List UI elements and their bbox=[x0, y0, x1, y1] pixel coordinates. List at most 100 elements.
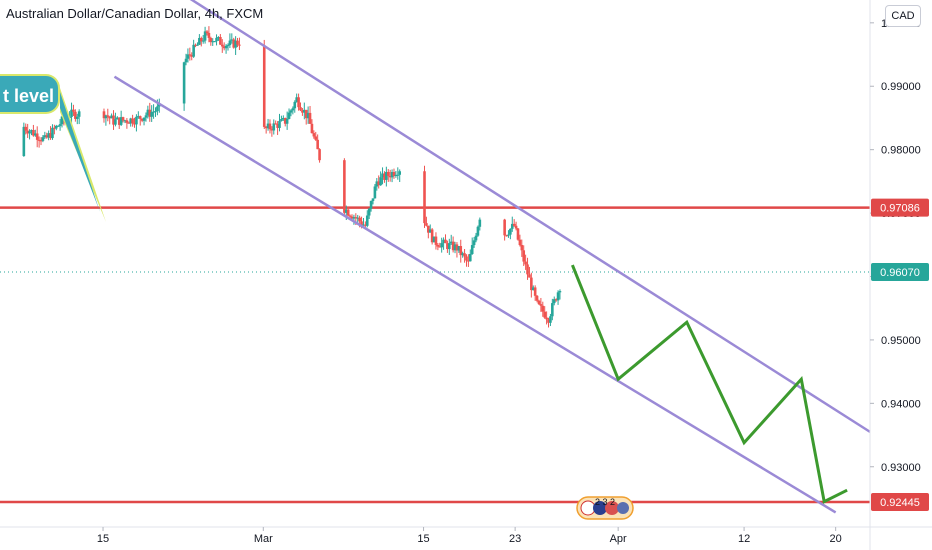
candle-body bbox=[201, 40, 205, 42]
candle-body bbox=[291, 108, 295, 111]
candle-body bbox=[56, 125, 60, 127]
candle-body bbox=[295, 97, 298, 102]
candle-body bbox=[516, 228, 520, 240]
candle-body bbox=[32, 130, 35, 136]
candle-body bbox=[194, 44, 197, 46]
candle-body bbox=[270, 129, 274, 131]
candle-body bbox=[507, 234, 510, 236]
candle-body bbox=[388, 175, 392, 178]
candle-body bbox=[262, 45, 266, 127]
candle-body bbox=[192, 44, 195, 57]
candle-body bbox=[442, 239, 445, 244]
x-tick-label: 15 bbox=[97, 533, 109, 545]
projection-path[interactable] bbox=[571, 264, 848, 504]
candle-body bbox=[350, 216, 354, 219]
candle-body bbox=[268, 123, 272, 130]
candle-body bbox=[386, 171, 390, 176]
candle-body bbox=[28, 131, 31, 134]
y-tick-label: 0.99000 bbox=[881, 81, 921, 93]
flag-icon bbox=[605, 501, 619, 515]
candle-body bbox=[102, 111, 106, 119]
candle-body bbox=[385, 171, 388, 180]
candle-body bbox=[119, 117, 123, 125]
currency-button[interactable]: CAD bbox=[885, 5, 921, 27]
candle-body bbox=[468, 253, 472, 262]
candle-body bbox=[558, 291, 562, 293]
candle-body bbox=[207, 32, 211, 38]
candle-body bbox=[285, 118, 289, 124]
candle-body bbox=[222, 46, 226, 49]
candle-body bbox=[72, 109, 75, 112]
channel-lower-line[interactable] bbox=[113, 75, 837, 514]
candle-body bbox=[509, 228, 512, 235]
candle-body bbox=[360, 221, 363, 226]
flag-canada-icon bbox=[580, 500, 596, 516]
event-badge[interactable]: 2 3 2 bbox=[576, 496, 634, 520]
candle-body bbox=[127, 122, 131, 124]
candle-body bbox=[182, 62, 186, 104]
candle-body bbox=[224, 45, 228, 49]
candle-body bbox=[154, 111, 157, 113]
candle-body bbox=[70, 109, 73, 117]
candle-body bbox=[51, 127, 54, 139]
candle-body bbox=[369, 200, 373, 209]
candle-body bbox=[392, 172, 396, 177]
candle-body bbox=[474, 235, 478, 241]
candle-body bbox=[556, 292, 560, 301]
candle-body bbox=[383, 173, 386, 180]
candle-body bbox=[217, 37, 220, 39]
candle-body bbox=[131, 118, 134, 124]
candle-body bbox=[304, 109, 308, 119]
candle-body bbox=[425, 223, 428, 226]
candle-body bbox=[213, 41, 216, 43]
candle-body bbox=[282, 117, 285, 120]
current-price-label: 0.96070 bbox=[880, 267, 920, 279]
candle-body bbox=[156, 106, 159, 112]
price-level-label: 0.97086 bbox=[880, 203, 920, 215]
candle-body bbox=[526, 264, 529, 275]
candle-body bbox=[539, 304, 543, 306]
candle-body bbox=[510, 223, 514, 229]
candle-body bbox=[58, 124, 62, 126]
candle-body bbox=[39, 140, 43, 142]
candle-body bbox=[356, 217, 360, 219]
candle-body bbox=[230, 39, 234, 41]
candle-body bbox=[373, 186, 377, 199]
candle-layer bbox=[22, 26, 562, 328]
candle-body bbox=[343, 160, 346, 213]
x-tick-label: 15 bbox=[417, 533, 429, 545]
x-tick-label: Mar bbox=[254, 533, 273, 545]
candle-body bbox=[137, 116, 140, 118]
candle-body bbox=[123, 120, 127, 122]
candle-body bbox=[45, 135, 49, 138]
channel-layer bbox=[60, 0, 871, 514]
y-tick-label: 0.95000 bbox=[881, 335, 921, 347]
candle-body bbox=[461, 253, 464, 256]
candle-body bbox=[199, 37, 203, 42]
candle-body bbox=[140, 118, 144, 121]
flag-icon-extra bbox=[617, 502, 629, 514]
candle-body bbox=[287, 112, 291, 119]
candle-body bbox=[220, 44, 224, 47]
candle-body bbox=[448, 243, 451, 250]
candle-body bbox=[306, 112, 310, 119]
candle-body bbox=[430, 229, 434, 243]
candle-body bbox=[438, 246, 442, 248]
candle-body bbox=[531, 287, 535, 291]
candle-body bbox=[554, 299, 558, 301]
candle-body bbox=[184, 58, 188, 63]
candle-body bbox=[423, 171, 426, 224]
y-tick-label: 0.98000 bbox=[881, 145, 921, 157]
candle-body bbox=[264, 126, 268, 129]
candle-body bbox=[375, 181, 379, 187]
candle-body bbox=[276, 123, 279, 128]
candle-body bbox=[549, 316, 552, 323]
candle-body bbox=[390, 172, 394, 178]
channel-upper-line[interactable] bbox=[183, 0, 871, 433]
candle-body bbox=[209, 37, 213, 43]
candle-body bbox=[377, 181, 381, 186]
candle-body bbox=[274, 123, 277, 125]
callout-label[interactable]: t level bbox=[0, 74, 60, 114]
